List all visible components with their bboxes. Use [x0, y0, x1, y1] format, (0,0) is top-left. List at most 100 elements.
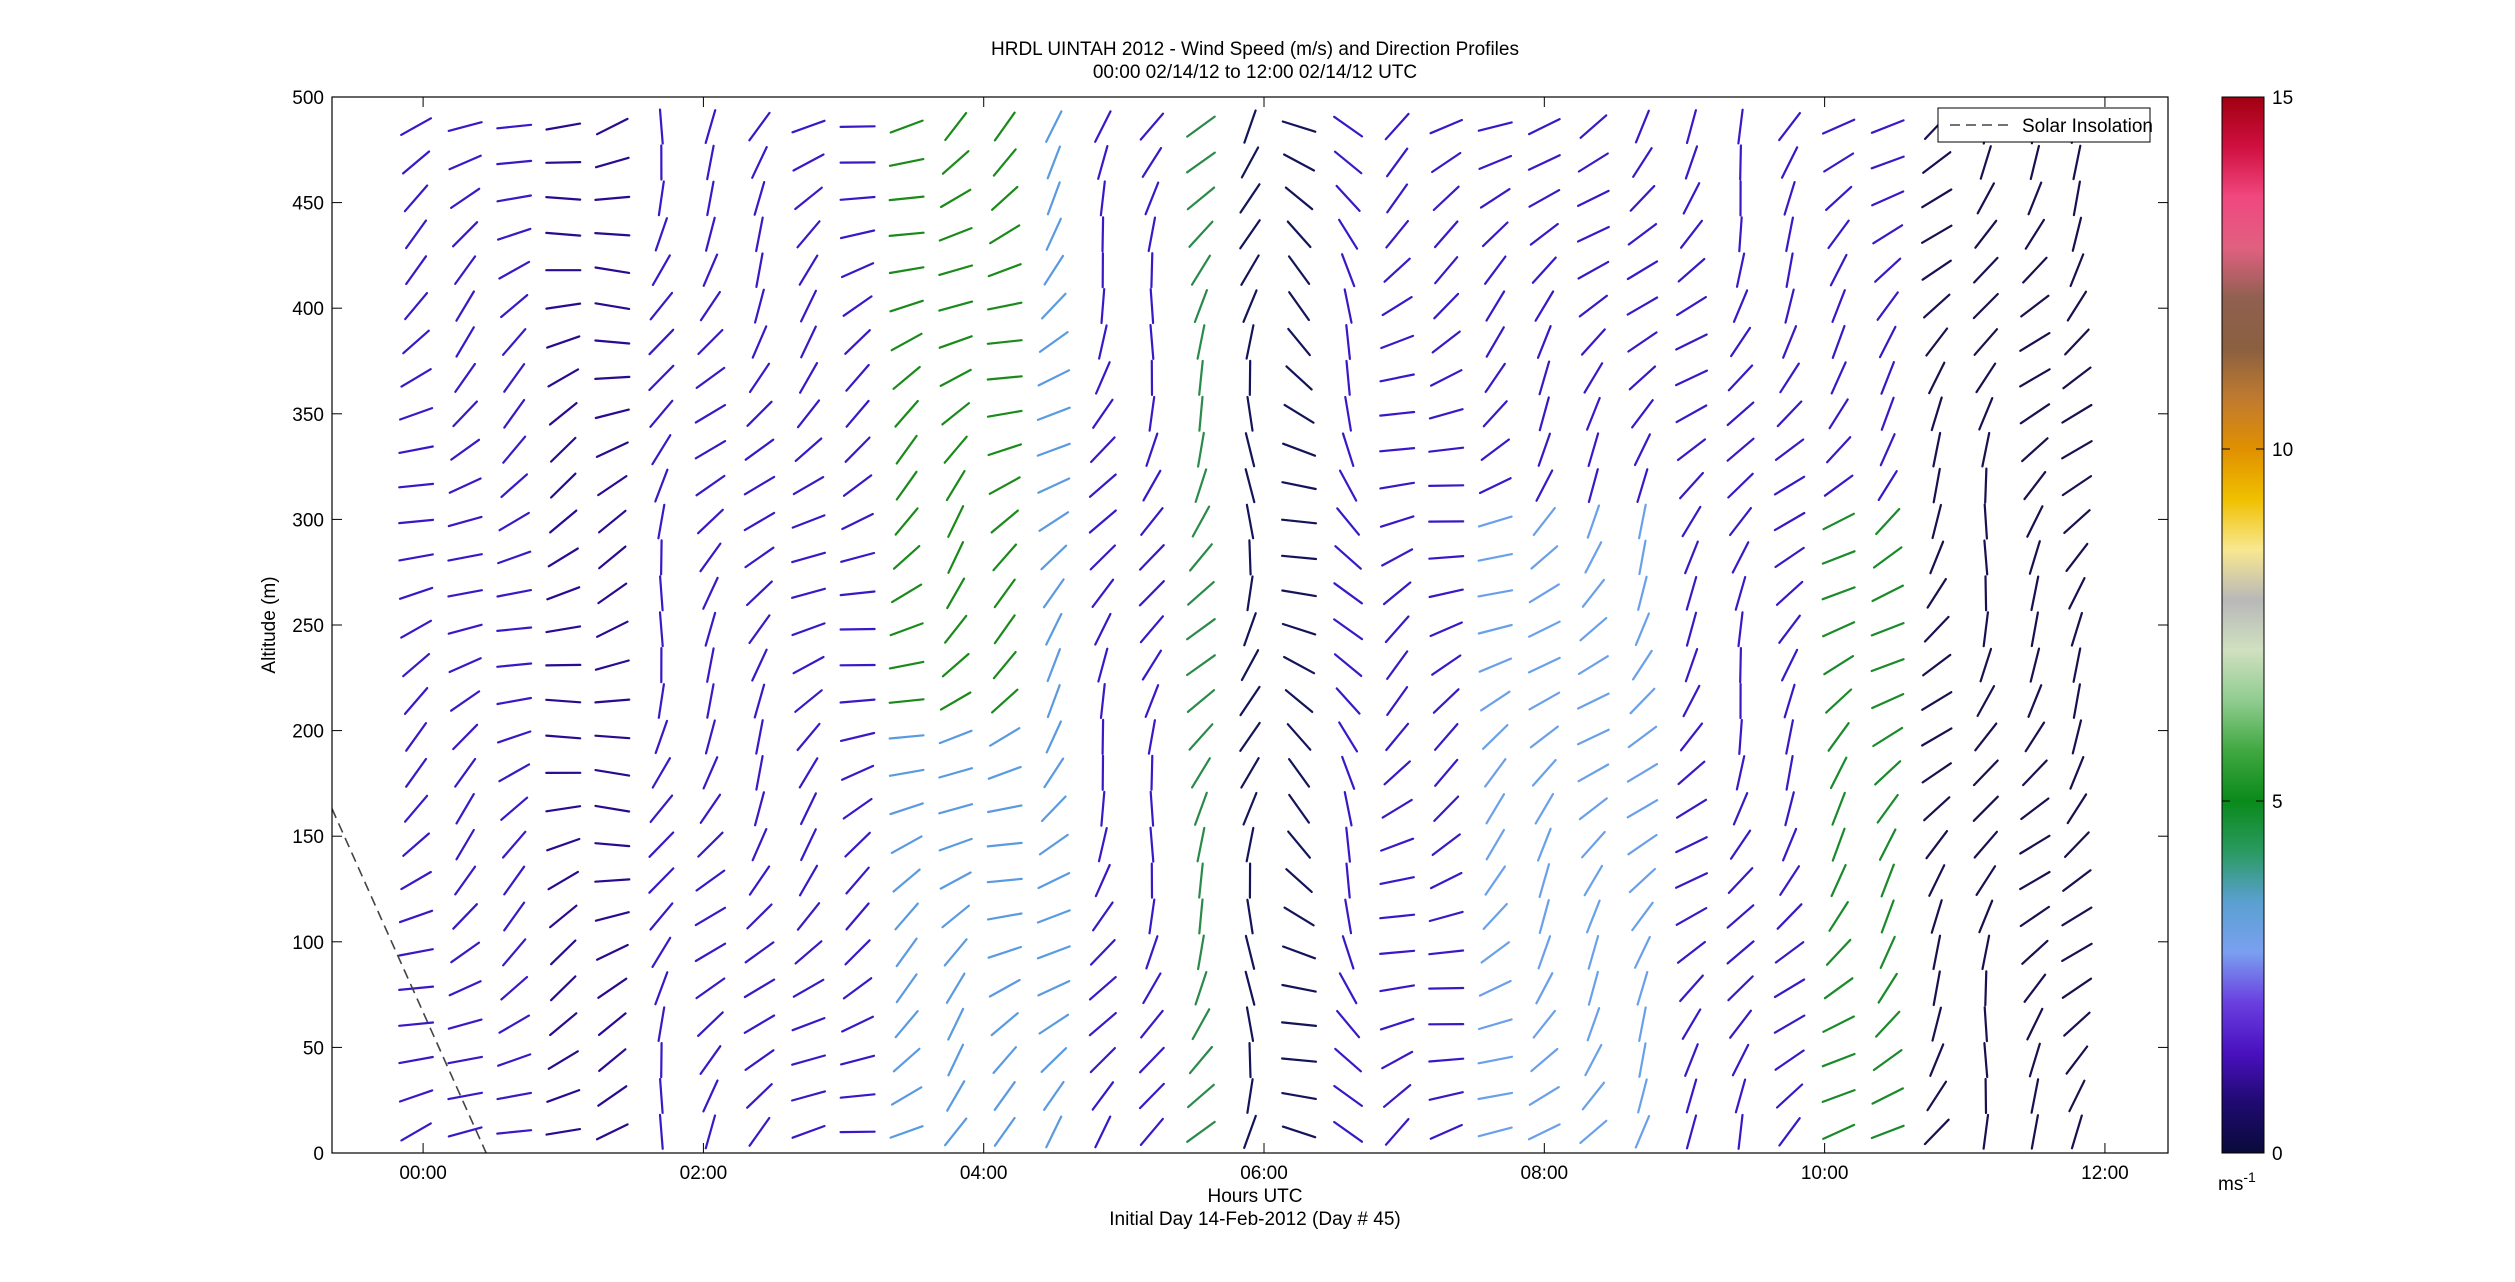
- wind-vector: [450, 690, 481, 712]
- wind-vector: [1824, 185, 1853, 211]
- wind-vector: [1099, 180, 1106, 217]
- wind-vector: [945, 470, 966, 502]
- wind-vector: [1628, 867, 1657, 894]
- wind-vector: [748, 865, 771, 896]
- wind-vector: [888, 231, 925, 237]
- wind-vector: [1485, 793, 1506, 825]
- wind-vector: [649, 794, 674, 824]
- wind-vector: [694, 404, 727, 424]
- wind-vector: [1481, 723, 1509, 750]
- wind-vector: [1428, 910, 1464, 923]
- wind-vector: [1379, 515, 1415, 528]
- wind-vector: [939, 691, 972, 711]
- wind-vector: [792, 476, 825, 496]
- wind-vector: [651, 434, 672, 466]
- wind-vector: [1638, 1006, 1647, 1043]
- wind-vector: [1528, 691, 1561, 711]
- wind-vector: [398, 482, 435, 489]
- wind-vector: [595, 943, 629, 961]
- wind-vector: [1094, 863, 1111, 898]
- wind-vector: [1433, 722, 1459, 751]
- wind-vector: [798, 757, 819, 789]
- wind-vector: [654, 971, 669, 1006]
- y-tick-label: 450: [292, 194, 324, 215]
- wind-vector: [1773, 475, 1806, 496]
- wind-vector: [755, 754, 764, 791]
- wind-vector: [1983, 1041, 1989, 1079]
- wind-vector: [1576, 692, 1610, 710]
- wind-vector: [1335, 687, 1361, 715]
- wind-vector: [2019, 834, 2051, 855]
- wind-vector: [1975, 362, 1997, 394]
- wind-vector: [894, 507, 919, 536]
- wind-vector: [1478, 657, 1513, 673]
- x-tick-label: 10:00: [1801, 1163, 1849, 1184]
- wind-vector: [1825, 688, 1853, 714]
- plot-area-frame: [331, 96, 2169, 1154]
- wind-vector: [546, 837, 581, 852]
- y-tick-label: 250: [292, 616, 324, 637]
- wind-vector: [993, 111, 1016, 142]
- wind-vector: [1045, 612, 1063, 646]
- wind-vector: [1429, 1123, 1463, 1140]
- wind-vector: [1288, 291, 1311, 322]
- wind-vector: [1778, 1117, 1801, 1147]
- wind-vector: [500, 294, 529, 319]
- wind-vector: [1684, 145, 1699, 180]
- wind-vector: [1198, 862, 1204, 899]
- wind-vector: [1876, 793, 1899, 824]
- wind-vector: [398, 445, 434, 454]
- wind-vector: [1244, 468, 1256, 504]
- wind-vector: [744, 546, 775, 569]
- wind-vector: [746, 1083, 773, 1109]
- wind-vector: [500, 796, 529, 821]
- wind-vector: [895, 937, 918, 968]
- wind-vector: [455, 326, 475, 358]
- wind-vector: [1527, 117, 1561, 136]
- wind-vector: [844, 436, 871, 463]
- wind-vector: [1147, 216, 1157, 253]
- wind-vector: [1149, 288, 1155, 325]
- wind-vector: [702, 756, 719, 790]
- y-tick-label: 500: [292, 88, 324, 109]
- wind-vector: [695, 474, 726, 497]
- wind-vector: [1979, 145, 1992, 180]
- wind-vector: [839, 195, 876, 201]
- wind-vector: [695, 366, 726, 389]
- wind-vector: [1333, 150, 1363, 175]
- wind-vector: [2068, 1079, 2086, 1113]
- wind-vector: [1983, 1006, 1989, 1043]
- wind-vector: [1627, 223, 1658, 246]
- wind-vector: [743, 978, 776, 999]
- y-axis: 0 50 100 150 200 250 300 350 400 450 500: [292, 88, 2168, 1165]
- wind-vector: [1340, 253, 1356, 288]
- wind-vector: [594, 232, 631, 237]
- wind-vector: [1876, 291, 1899, 321]
- wind-vector: [1281, 1125, 1317, 1139]
- wind-vector: [1921, 691, 1953, 711]
- wind-vector: [1385, 722, 1410, 752]
- wind-vector: [697, 831, 724, 858]
- wind-vector: [1585, 396, 1601, 431]
- wind-vector: [1931, 1006, 1943, 1042]
- wind-vector: [1243, 1114, 1257, 1150]
- wind-vector: [1632, 147, 1653, 178]
- wind-vector: [1921, 259, 1952, 281]
- wind-vector: [1583, 864, 1604, 897]
- wind-vector: [1731, 1043, 1750, 1077]
- wind-vector: [1089, 544, 1117, 571]
- wind-vector: [1634, 1115, 1651, 1149]
- wind-vector: [1534, 290, 1555, 322]
- wind-vector: [1973, 328, 1999, 356]
- wind-vector: [1341, 935, 1355, 970]
- wind-vector: [503, 865, 526, 896]
- wind-vector: [657, 683, 666, 719]
- wind-vector: [1984, 467, 1988, 504]
- wind-vector: [1477, 1018, 1513, 1031]
- wind-vector: [888, 195, 925, 202]
- wind-vector: [1537, 432, 1552, 467]
- wind-vector: [1149, 826, 1155, 863]
- wind-vector: [1926, 577, 1948, 609]
- wind-vector: [1978, 899, 1994, 934]
- wind-vector: [751, 648, 768, 682]
